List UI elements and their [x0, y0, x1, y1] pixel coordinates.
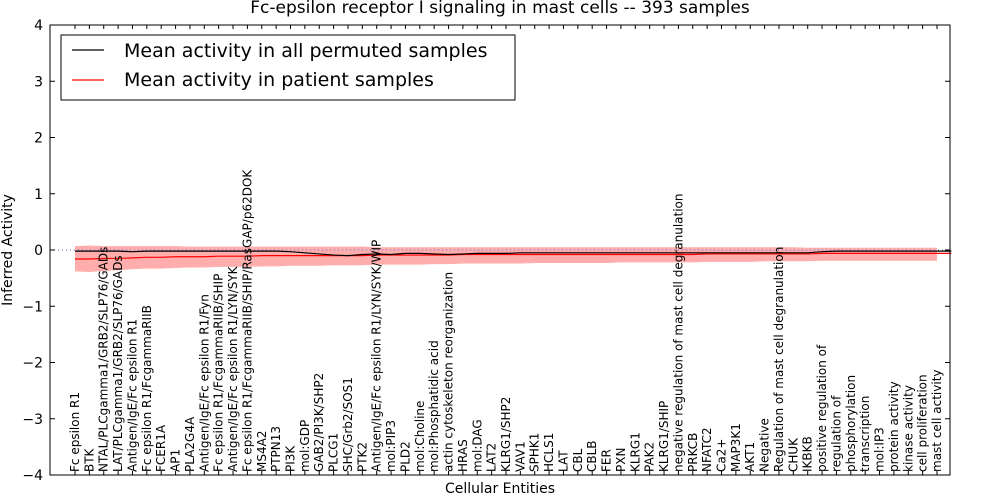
y-tick-label: 0 — [34, 243, 43, 259]
x-tick-label: PAK2 — [643, 442, 657, 472]
x-tick-label: Antigen/IgE/Fc epsilon R1/LYN/SYK — [226, 265, 240, 472]
x-tick-label: mol:Phosphatidic acid — [427, 340, 441, 472]
x-tick-label: PLA2G4A — [183, 416, 197, 472]
x-tick-label: BTK — [82, 447, 96, 472]
x-tick-label: mast cell activity — [930, 369, 944, 472]
x-tick-label: kinase activity — [901, 385, 915, 472]
y-tick-label: 2 — [34, 131, 43, 147]
x-tick-label: KLRG1/SHIP — [657, 401, 671, 472]
x-tick-label: protein activity — [887, 381, 901, 472]
x-tick-label: MS4A2 — [255, 431, 269, 472]
y-tick-label: −4 — [22, 468, 43, 484]
y-tick-label: 4 — [34, 18, 43, 34]
x-tick-label: PTPN13 — [269, 426, 283, 472]
x-tick-label: Fc epsilon R1/FcgammaRIIB — [140, 305, 154, 472]
x-tick-label: negative regulation of mast cell degranu… — [671, 193, 685, 472]
x-tick-label: Ca2+ — [715, 439, 729, 472]
x-tick-label: GAB2/PI3K/SHP2 — [312, 373, 326, 472]
x-tick-label: mol:DAG — [470, 419, 484, 472]
x-tick-label: Antigen/IgE/Fc epsilon R1/LYN/SYK/WIP — [370, 240, 384, 472]
patient-confidence-band — [75, 245, 937, 272]
legend: Mean activity in all permuted samples Me… — [60, 34, 516, 101]
y-tick-label: −3 — [22, 412, 43, 428]
x-tick-label: cell proliferation — [916, 374, 930, 472]
x-tick-label: CBL — [571, 448, 585, 472]
x-tick-label: AKT1 — [743, 442, 757, 472]
x-tick-label: NFATC2 — [700, 427, 714, 472]
x-tick-label: AP1 — [169, 449, 183, 472]
x-tick-label: Regulation of mast cell degranulation — [772, 247, 786, 472]
x-tick-label: Antigen/IgE/Fc epsilon R1/Fyn — [197, 294, 211, 472]
x-tick-label: PTK2 — [355, 442, 369, 472]
confidence-band-layer — [75, 245, 937, 272]
x-tick-label: CBLB — [585, 440, 599, 472]
x-tick-label: mol:Choline — [413, 401, 427, 472]
x-tick-label: KLRG1/SHP2 — [499, 397, 513, 472]
x-tick-label: CHUK — [786, 437, 800, 472]
y-tick-label: −1 — [22, 299, 43, 315]
x-tick-label: positive regulation of — [815, 344, 829, 472]
x-tick-label: Fc epsilon R1/FcgammaRIIB/SHIP/RasGAP/p6… — [240, 169, 254, 472]
x-tick-label: Antigen/IgE/Fc epsilon R1 — [125, 319, 139, 472]
x-axis-label: Cellular Entities — [445, 481, 555, 497]
x-tick-label: LAT — [556, 450, 570, 472]
legend-box — [60, 34, 516, 101]
legend-label-patient: Mean activity in patient samples — [124, 69, 434, 91]
x-tick-label: HCLS1 — [542, 433, 556, 472]
x-tick-label: mol:IP3 — [873, 427, 887, 472]
x-tick-label: SHC/Grb2/SOS1 — [341, 377, 355, 472]
x-tick-label: IKBKB — [801, 436, 815, 472]
x-tick-label: Fc epsilon R1 — [68, 392, 82, 472]
x-tick-label: NTAL/PLCgamma1/GRB2/SLP76/GADs — [97, 247, 111, 472]
x-tick-label: VAV1 — [513, 441, 527, 472]
x-tick-label: Negative — [758, 418, 772, 472]
series-line-patient — [75, 252, 952, 260]
series-line-layer — [50, 249, 952, 260]
chart-title: Fc-epsilon receptor I signaling in mast … — [250, 0, 750, 18]
x-tick-label: phosphorylation — [844, 375, 858, 472]
x-tick-label: HRAS — [456, 439, 470, 472]
x-tick-label: mol:PIP3 — [384, 420, 398, 472]
y-tick-label: 3 — [34, 74, 43, 90]
x-tick-label: PI3K — [284, 445, 298, 472]
x-tick-label: PRKCB — [686, 433, 700, 472]
legend-label-permuted: Mean activity in all permuted samples — [124, 40, 487, 62]
y-tick-label: 1 — [34, 187, 43, 203]
x-tick-label: LAT/PLCgamma1/GRB2/SLP76/GADs — [111, 255, 125, 472]
x-tick-label: SPHK1 — [528, 433, 542, 472]
x-tick-label: LAT2 — [485, 443, 499, 472]
x-tick-label: regulation of — [829, 395, 843, 472]
x-tick-label: FER — [600, 449, 614, 472]
x-tick-label: KLRG1 — [628, 432, 642, 472]
x-tick-label: Fc epsilon R1/FcgammaRIIB/SHIP — [212, 274, 226, 472]
x-tick-label: MAP3K1 — [729, 423, 743, 472]
x-tick-label: FCER1A — [154, 424, 168, 472]
x-tick-label: actin cytoskeleton reorganization — [442, 272, 456, 472]
x-axis: Fc epsilon R1 BTK NTAL/PLCgamma1/GRB2/SLP7… — [68, 25, 944, 475]
y-axis: 4 3 2 1 0 −1 −2 −3 −4 — [22, 18, 950, 484]
x-tick-label: PLD2 — [398, 441, 412, 472]
x-tick-label: PXN — [614, 448, 628, 472]
y-tick-label: −2 — [22, 356, 43, 372]
series-line-permuted — [75, 250, 952, 257]
x-tick-label: transcription — [858, 396, 872, 472]
x-tick-label: PLCG1 — [327, 433, 341, 472]
y-axis-label: Inferred Activity — [0, 194, 16, 306]
x-tick-label: mol:GDP — [298, 420, 312, 472]
